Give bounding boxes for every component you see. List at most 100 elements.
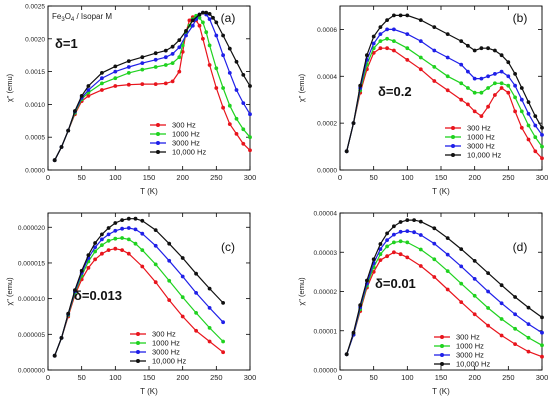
x-tick-label: 200 (176, 173, 189, 182)
data-point (385, 27, 389, 32)
data-point (248, 135, 252, 140)
x-tick-label: 250 (502, 173, 515, 182)
x-tick-label: 250 (210, 373, 223, 382)
data-point (459, 62, 464, 67)
data-point (526, 111, 531, 116)
data-point (59, 336, 64, 340)
data-point (526, 305, 531, 310)
data-point (358, 83, 363, 88)
data-point (513, 83, 517, 88)
data-point (93, 257, 97, 262)
plot-frame (47, 5, 251, 171)
x-tick-label: 150 (143, 373, 156, 382)
data-point (486, 323, 490, 328)
sample-annotation: Fe3O4 / Isopar M (52, 12, 112, 23)
series-line (54, 15, 251, 161)
data-point (106, 238, 111, 243)
data-point (405, 32, 410, 36)
data-point (371, 34, 376, 39)
data-point (445, 32, 450, 36)
data-point (180, 295, 185, 300)
data-point (86, 253, 91, 257)
data-point (120, 226, 124, 231)
legend-marker (451, 135, 455, 139)
data-point (344, 352, 349, 357)
data-point (392, 13, 396, 18)
legend-marker (156, 150, 160, 154)
data-point (540, 354, 544, 359)
data-point (227, 71, 232, 75)
data-point (506, 83, 511, 88)
data-point (499, 333, 504, 338)
data-point (153, 262, 158, 267)
data-point (153, 65, 158, 69)
data-point (133, 216, 138, 221)
data-point (93, 249, 97, 254)
x-tick-label: 250 (502, 373, 515, 382)
x-axis-label: T (K) (140, 187, 158, 196)
data-point (52, 353, 57, 358)
data-point (126, 65, 131, 69)
x-tick-label: 100 (109, 173, 122, 182)
data-point (126, 71, 131, 75)
legend-label: 3000 Hz (152, 348, 180, 357)
data-point (472, 259, 477, 263)
panel-label: (b) (513, 11, 528, 25)
y-tick-label: 0.0000 (317, 168, 337, 175)
y-axis-label: χ" (emu) (5, 277, 14, 306)
data-point (140, 67, 145, 72)
data-point (398, 220, 403, 224)
data-point (120, 236, 124, 240)
chart-panel-4: 0 50 100 150 200 250 300 0.00000 0.00001 0.00002 0… (297, 211, 548, 397)
data-point (113, 228, 118, 233)
data-point (140, 55, 145, 60)
x-tick-label: 100 (401, 373, 414, 382)
x-tick-label: 300 (244, 173, 257, 182)
data-point (479, 114, 484, 118)
data-point (100, 251, 104, 256)
y-tick-label: 0.0005 (25, 135, 45, 142)
y-tick-label: 0.000010 (18, 296, 45, 303)
legend-marker (451, 153, 455, 157)
y-tick-label: 0.0004 (317, 74, 337, 81)
series-line (54, 11, 251, 161)
data-point (385, 36, 389, 41)
data-point (221, 33, 226, 38)
data-point (79, 268, 84, 273)
data-point (207, 43, 212, 48)
data-point (93, 245, 97, 250)
x-tick-label: 150 (435, 173, 448, 182)
data-point (126, 251, 131, 256)
data-point (378, 258, 383, 262)
data-point (405, 240, 410, 245)
y-tick-label: 0.000005 (18, 332, 45, 339)
data-point (190, 18, 195, 23)
series-line (54, 12, 251, 161)
data-point (472, 312, 477, 317)
data-point (459, 81, 464, 86)
data-point (214, 86, 219, 90)
data-point (241, 101, 246, 105)
data-point (466, 43, 470, 48)
data-point (248, 84, 252, 88)
legend-label: 1000 Hz (456, 342, 484, 351)
data-point (392, 240, 396, 245)
legend-marker (440, 362, 444, 366)
data-point (378, 242, 383, 246)
data-point (533, 135, 538, 140)
data-point (533, 114, 538, 118)
panel-label: (a) (221, 11, 236, 25)
x-tick-label: 300 (536, 373, 549, 382)
data-point (499, 283, 504, 288)
data-point (405, 229, 410, 234)
data-point (526, 137, 531, 142)
data-point (194, 311, 199, 315)
data-point (133, 241, 138, 246)
data-point (140, 82, 145, 86)
legend-marker (136, 332, 140, 336)
data-point (86, 84, 91, 88)
data-point (398, 229, 403, 234)
legend-label: 1000 Hz (152, 339, 180, 348)
x-tick-label: 0 (338, 173, 342, 182)
